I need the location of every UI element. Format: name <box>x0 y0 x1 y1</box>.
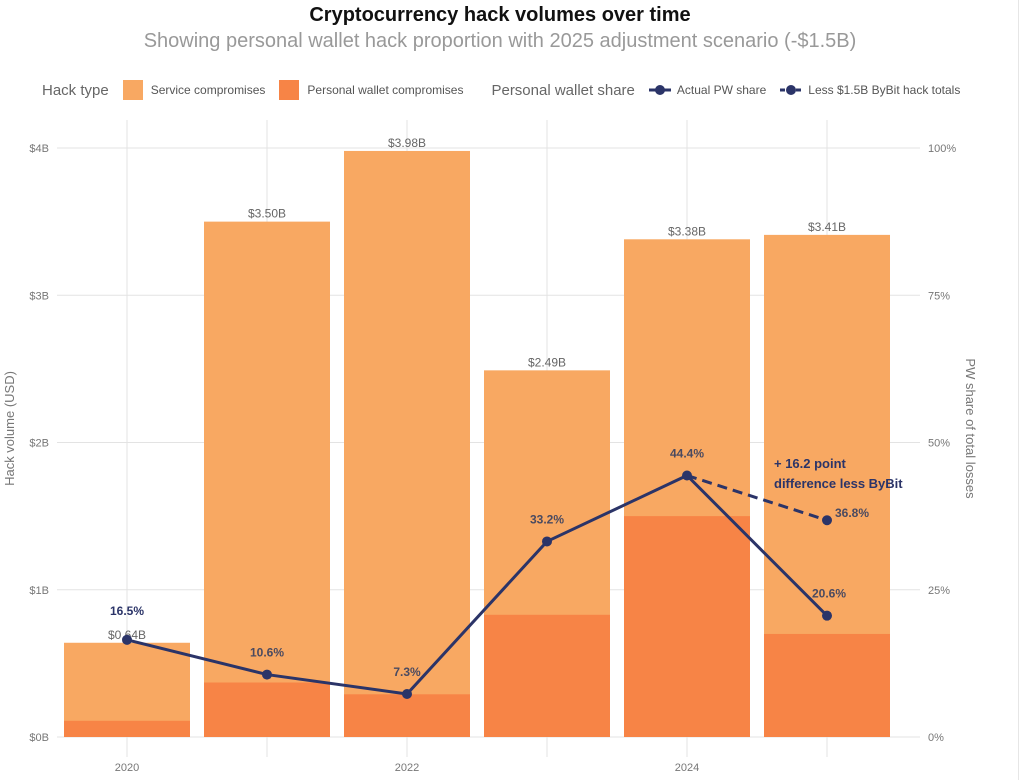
bar-service <box>344 150 470 737</box>
legend-item-actual: Actual PW share <box>648 83 767 97</box>
legend-label: Actual PW share <box>676 83 767 97</box>
bar-personal <box>484 614 610 737</box>
legend: Hack type Service compromises Personal w… <box>42 80 974 100</box>
pw-share-label: 10.6% <box>250 646 284 660</box>
bar-personal <box>64 720 190 737</box>
point-actual <box>402 689 412 700</box>
total-label: $3.98B <box>388 136 426 150</box>
y-tick-label: $3B <box>29 290 49 302</box>
total-label: $0.64B <box>108 628 146 642</box>
point-actual <box>122 634 132 645</box>
pw-share-label: 44.4% <box>670 446 704 460</box>
x-tick-label: 2024 <box>675 762 699 774</box>
legend-line-less <box>780 85 803 95</box>
point-actual <box>542 536 552 547</box>
chart-subtitle: Showing personal wallet hack proportion … <box>143 30 857 52</box>
total-label: $3.41B <box>808 220 846 234</box>
legend-label: Less $1.5B ByBit hack totals <box>808 83 961 97</box>
pw-share-label: 20.6% <box>812 587 846 601</box>
y-tick-label: $1B <box>29 585 49 597</box>
total-label: $3.38B <box>668 224 706 238</box>
legend-item-service: Service compromises <box>122 80 266 100</box>
y-tick-label: $0B <box>29 732 49 744</box>
y2-tick-label: 50% <box>928 438 950 450</box>
legend-label: Personal wallet compromises <box>307 83 464 97</box>
x-tick-label: 2020 <box>115 762 139 774</box>
y2-axis-label: PW share of total losses <box>963 358 978 499</box>
legend-item-less: Less $1.5B ByBit hack totals <box>780 83 960 97</box>
bar-personal <box>344 694 470 737</box>
legend-swatch-service <box>122 80 143 100</box>
pw-share-label: 7.3% <box>393 665 421 679</box>
point-actual <box>682 470 692 481</box>
y2-tick-label: 0% <box>928 732 944 744</box>
scrollbar[interactable] <box>1018 0 1033 780</box>
y-tick-label: $2B <box>29 438 49 450</box>
y2-tick-label: 100% <box>928 143 956 155</box>
legend-title-share: Personal wallet share <box>491 81 635 99</box>
y2-tick-label: 25% <box>928 585 950 597</box>
point-actual <box>822 610 832 621</box>
bar-personal <box>764 633 890 737</box>
legend-line-actual <box>648 85 671 95</box>
total-label: $3.50B <box>248 207 286 221</box>
point-actual <box>262 669 272 680</box>
annotation: + 16.2 point <box>774 456 847 471</box>
bar-service <box>204 221 330 737</box>
legend-item-personal: Personal wallet compromises <box>279 80 463 100</box>
legend-label: Service compromises <box>150 83 266 97</box>
bar-personal <box>624 516 750 737</box>
line-less-bybit <box>686 474 828 522</box>
legend-swatch-personal <box>279 80 300 100</box>
chart-title: Cryptocurrency hack volumes over time <box>309 4 691 26</box>
x-tick-label: 2022 <box>395 762 419 774</box>
line-actual <box>126 473 829 696</box>
legend-title-hack-type: Hack type <box>42 81 109 99</box>
pw-share-label: 16.5% <box>110 604 144 618</box>
y-axis-label: Hack volume (USD) <box>2 371 17 486</box>
y2-tick-label: 75% <box>928 290 950 302</box>
point-less-bybit <box>822 515 832 526</box>
y-tick-label: $4B <box>29 143 49 155</box>
pw-share-label: 33.2% <box>530 512 564 526</box>
bar-personal <box>204 682 330 737</box>
pw-share-label: 36.8% <box>835 506 869 520</box>
annotation: difference less ByBit <box>774 476 903 491</box>
total-label: $2.49B <box>528 355 566 369</box>
